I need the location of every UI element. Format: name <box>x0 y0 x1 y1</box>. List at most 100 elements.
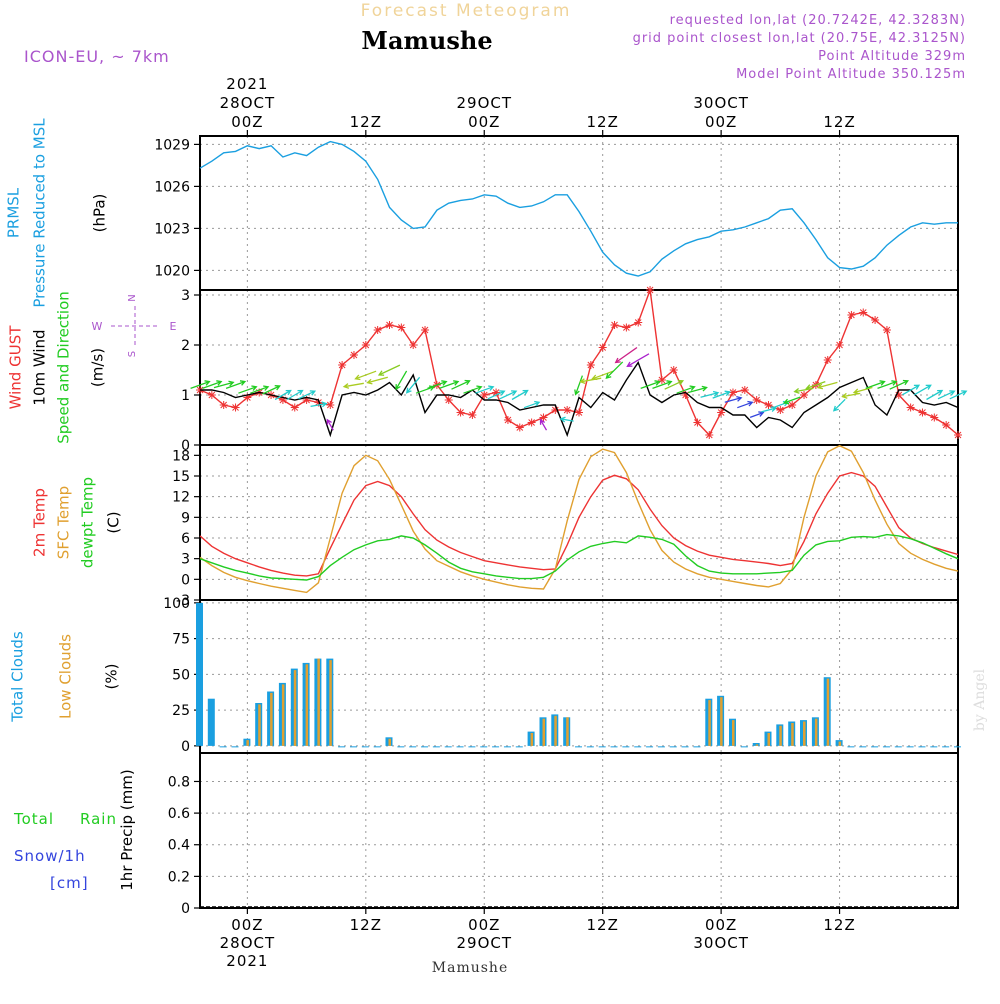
y-tick-label: 6 <box>181 531 190 547</box>
wind-arrow <box>749 411 765 419</box>
x-tick-label-top: 29OCT <box>456 94 512 112</box>
point-gust <box>326 401 335 409</box>
point-gust <box>681 391 690 399</box>
wind-arrow <box>286 389 304 401</box>
point-gust <box>492 388 501 397</box>
wind-arrow <box>889 379 910 390</box>
bar-low-clouds <box>732 720 735 746</box>
x-tick-label-top: 2021 <box>226 75 268 93</box>
y-tick-label: 100 <box>163 596 190 612</box>
y-axis-label: (%) <box>103 664 121 690</box>
point-gust <box>575 408 583 417</box>
point-gust <box>551 406 560 414</box>
y-axis-label: 2m Temp <box>31 488 49 557</box>
point-gust <box>823 356 832 364</box>
point-gust <box>894 391 903 399</box>
wind-arrow <box>832 398 846 412</box>
series-wind10m <box>200 360 959 438</box>
wind-arrow <box>439 380 460 390</box>
point-gust <box>634 318 643 327</box>
bar-low-clouds <box>258 704 261 746</box>
bar-low-clouds <box>246 740 249 746</box>
bar-low-clouds <box>566 717 569 746</box>
point-gust <box>444 396 453 404</box>
point-gust <box>231 403 240 412</box>
panel-clouds: 0 25 50 75 100 Total Clouds Low Clouds (%) <box>9 596 961 755</box>
wind-arrow <box>782 396 801 405</box>
point-gust <box>610 321 619 329</box>
x-tick-label-bottom: 00Z <box>468 916 500 934</box>
y-tick-label: 15 <box>172 469 190 485</box>
model-name: ICON-EU, ~ 7km <box>24 47 170 66</box>
wind-arrow <box>605 361 624 380</box>
y-axis-label: 10m Wind <box>31 329 49 405</box>
series-sfc <box>199 444 959 594</box>
y-tick-label: 50 <box>172 667 190 683</box>
series-t2m <box>199 471 959 577</box>
point-gust <box>800 391 809 399</box>
y-axis-label: PRMSL <box>5 187 23 238</box>
wind-arrow <box>688 385 708 394</box>
location-title: Mamushe <box>361 26 492 55</box>
y-axis-label: Wind GUST <box>7 325 25 410</box>
point-gust <box>219 401 228 409</box>
wind-arrow <box>700 390 720 398</box>
legend-total-rain: Total <box>13 810 54 828</box>
y-tick-label: 1 <box>181 388 190 404</box>
wind-arrow <box>225 380 247 390</box>
point-gust <box>764 401 773 409</box>
y-tick-label: 1029 <box>154 137 190 153</box>
bar-low-clouds <box>317 658 320 746</box>
wind-arrow <box>676 385 696 394</box>
wind-arrow <box>326 418 334 431</box>
point-gust <box>930 413 939 422</box>
point-gust <box>539 413 548 422</box>
compass-e: E <box>170 320 177 333</box>
wind-arrow <box>463 385 483 394</box>
y-tick-label: -3 <box>176 593 190 609</box>
wind-arrow <box>213 380 235 389</box>
point-gust <box>622 323 631 332</box>
point-gust <box>776 406 785 414</box>
compass-w: W <box>92 320 103 333</box>
wind-arrow <box>523 400 541 409</box>
wind-arrow <box>354 370 377 381</box>
point-gust <box>207 391 216 399</box>
y-tick-label: 25 <box>172 703 190 719</box>
point-gust <box>361 341 370 349</box>
point-gust <box>669 366 678 374</box>
y-axis-label: Speed and Direction <box>55 291 73 444</box>
y-tick-label: 1020 <box>154 263 190 279</box>
grid-point: grid point closest lon,lat (20.75E, 42.3… <box>633 31 966 46</box>
legend-rain: Rain <box>80 810 117 828</box>
bar-low-clouds <box>708 700 711 746</box>
requested-point: requested lon,lat (20.7242E, 42.3283N) <box>670 13 966 28</box>
point-gust <box>278 396 287 404</box>
series-dewpt <box>199 533 959 581</box>
point-gust <box>954 431 962 439</box>
bar-low-clouds <box>803 721 806 746</box>
watermark: by Angel <box>972 668 988 731</box>
point-gust <box>657 376 666 384</box>
y-tick-label: 0 <box>181 438 190 454</box>
wind-arrow <box>342 382 364 389</box>
compass-s: S <box>127 351 138 357</box>
x-tick-label-bottom: 12Z <box>587 916 619 934</box>
wind-arrow <box>250 385 270 394</box>
panel-frame <box>199 135 959 291</box>
x-tick-label-top: 28OCT <box>220 94 276 112</box>
point-gust <box>728 388 737 397</box>
compass-n: N <box>127 294 138 301</box>
y-axis-label: 1hr Precip (mm) <box>118 769 136 890</box>
point-altitude: Point Altitude 329m <box>818 49 966 64</box>
bar-low-clouds <box>767 733 770 746</box>
point-gust <box>421 326 430 334</box>
wind-arrow <box>865 380 886 390</box>
bar-low-clouds <box>720 697 723 746</box>
bar-low-clouds <box>329 660 332 746</box>
y-tick-label: 0 <box>181 739 190 755</box>
footer-location: Mamushe <box>432 960 508 976</box>
wind-arrow <box>238 385 258 394</box>
wind-arrow <box>574 375 584 396</box>
